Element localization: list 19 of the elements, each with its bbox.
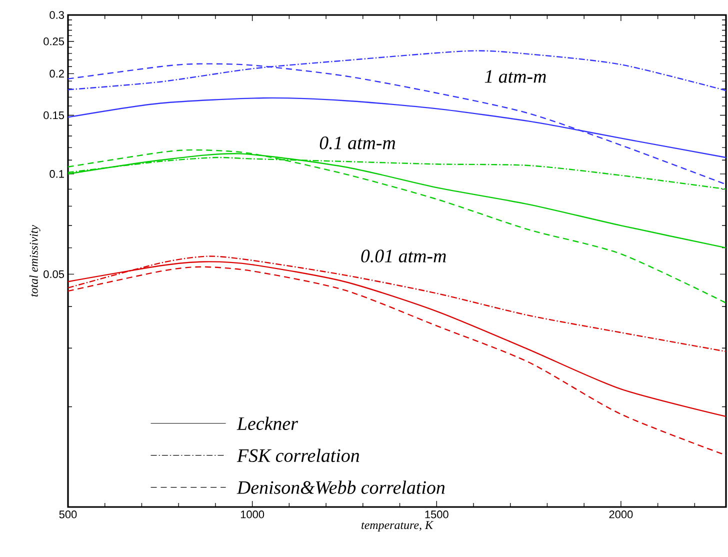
annotation: 0.01 atm-m bbox=[361, 250, 446, 263]
annotation: Leckner bbox=[236, 416, 298, 430]
x-tick-label: 500 bbox=[59, 510, 77, 518]
x-tick-label: 1000 bbox=[240, 510, 264, 518]
y-tick-label: 0.3 bbox=[50, 11, 64, 19]
line-series bbox=[68, 149, 726, 304]
x-axis-title: temperature, K bbox=[362, 521, 434, 532]
x-tick-label: 2000 bbox=[609, 510, 633, 518]
y-tick-label: 0.25 bbox=[44, 38, 64, 46]
y-tick-label: 0.2 bbox=[50, 70, 64, 78]
y-tick-label: 0.05 bbox=[44, 270, 64, 278]
annotation: FSK correlation bbox=[236, 448, 360, 462]
x-tick-label: 1500 bbox=[425, 510, 448, 518]
y-axis-title: total emissivity bbox=[29, 224, 40, 296]
y-tick-label: 0.15 bbox=[44, 111, 64, 120]
annotation: Denison&Webb correlation bbox=[236, 480, 445, 494]
annotation: 0.1 atm-m bbox=[320, 136, 396, 150]
annotation: 1 atm-m bbox=[484, 70, 546, 83]
y-tick-label: 0.1 bbox=[50, 170, 64, 178]
